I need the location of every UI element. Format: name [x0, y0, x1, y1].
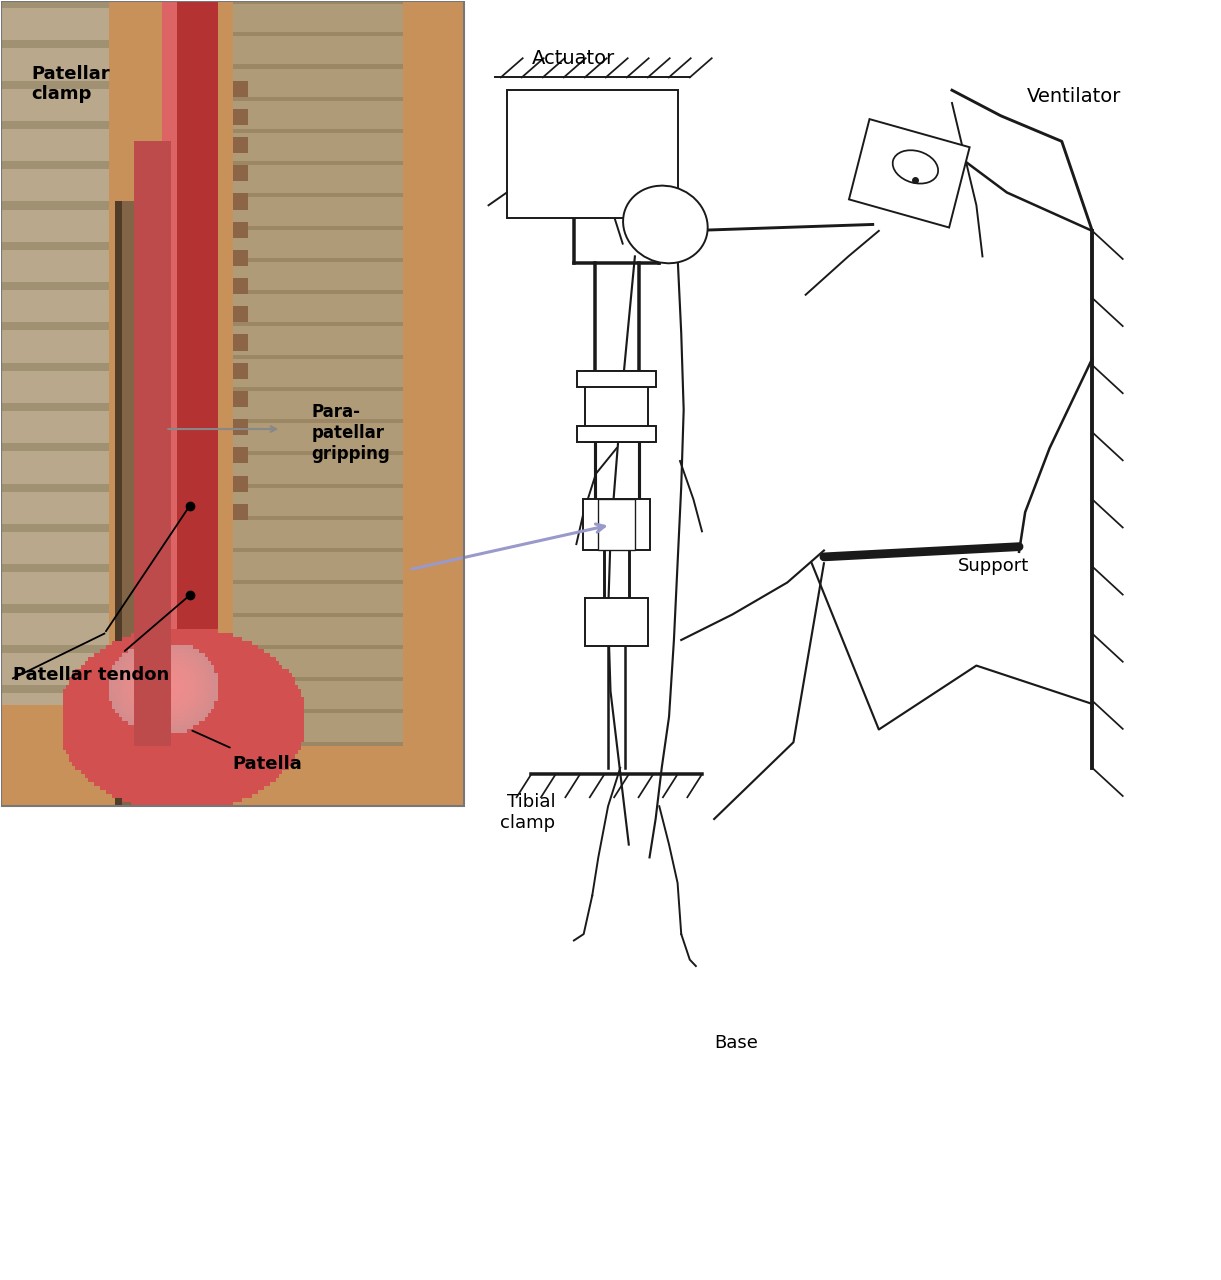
Polygon shape — [849, 119, 969, 228]
Bar — [1, 1, 464, 806]
Bar — [578, 426, 656, 442]
Text: Patellar
clamp: Patellar clamp — [32, 64, 110, 104]
Ellipse shape — [623, 186, 708, 264]
Text: Support: Support — [958, 557, 1029, 575]
Text: Tibial
clamp: Tibial clamp — [501, 794, 556, 832]
Text: Patella: Patella — [232, 755, 302, 773]
Bar — [585, 371, 648, 442]
Text: Actuator: Actuator — [532, 49, 615, 68]
Text: Para-
patellar
gripping: Para- patellar gripping — [311, 403, 391, 463]
Bar — [578, 371, 656, 387]
Text: Base: Base — [714, 1034, 758, 1052]
Bar — [598, 499, 635, 550]
Text: Patellar tendon: Patellar tendon — [13, 666, 170, 684]
Text: Load
cell: Load cell — [391, 442, 433, 480]
Text: Patellar
clamp: Patellar clamp — [304, 550, 372, 589]
Text: Ventilator: Ventilator — [1027, 87, 1121, 106]
Bar — [584, 499, 650, 550]
Bar — [585, 598, 648, 646]
Bar — [507, 90, 678, 218]
Ellipse shape — [893, 150, 938, 183]
